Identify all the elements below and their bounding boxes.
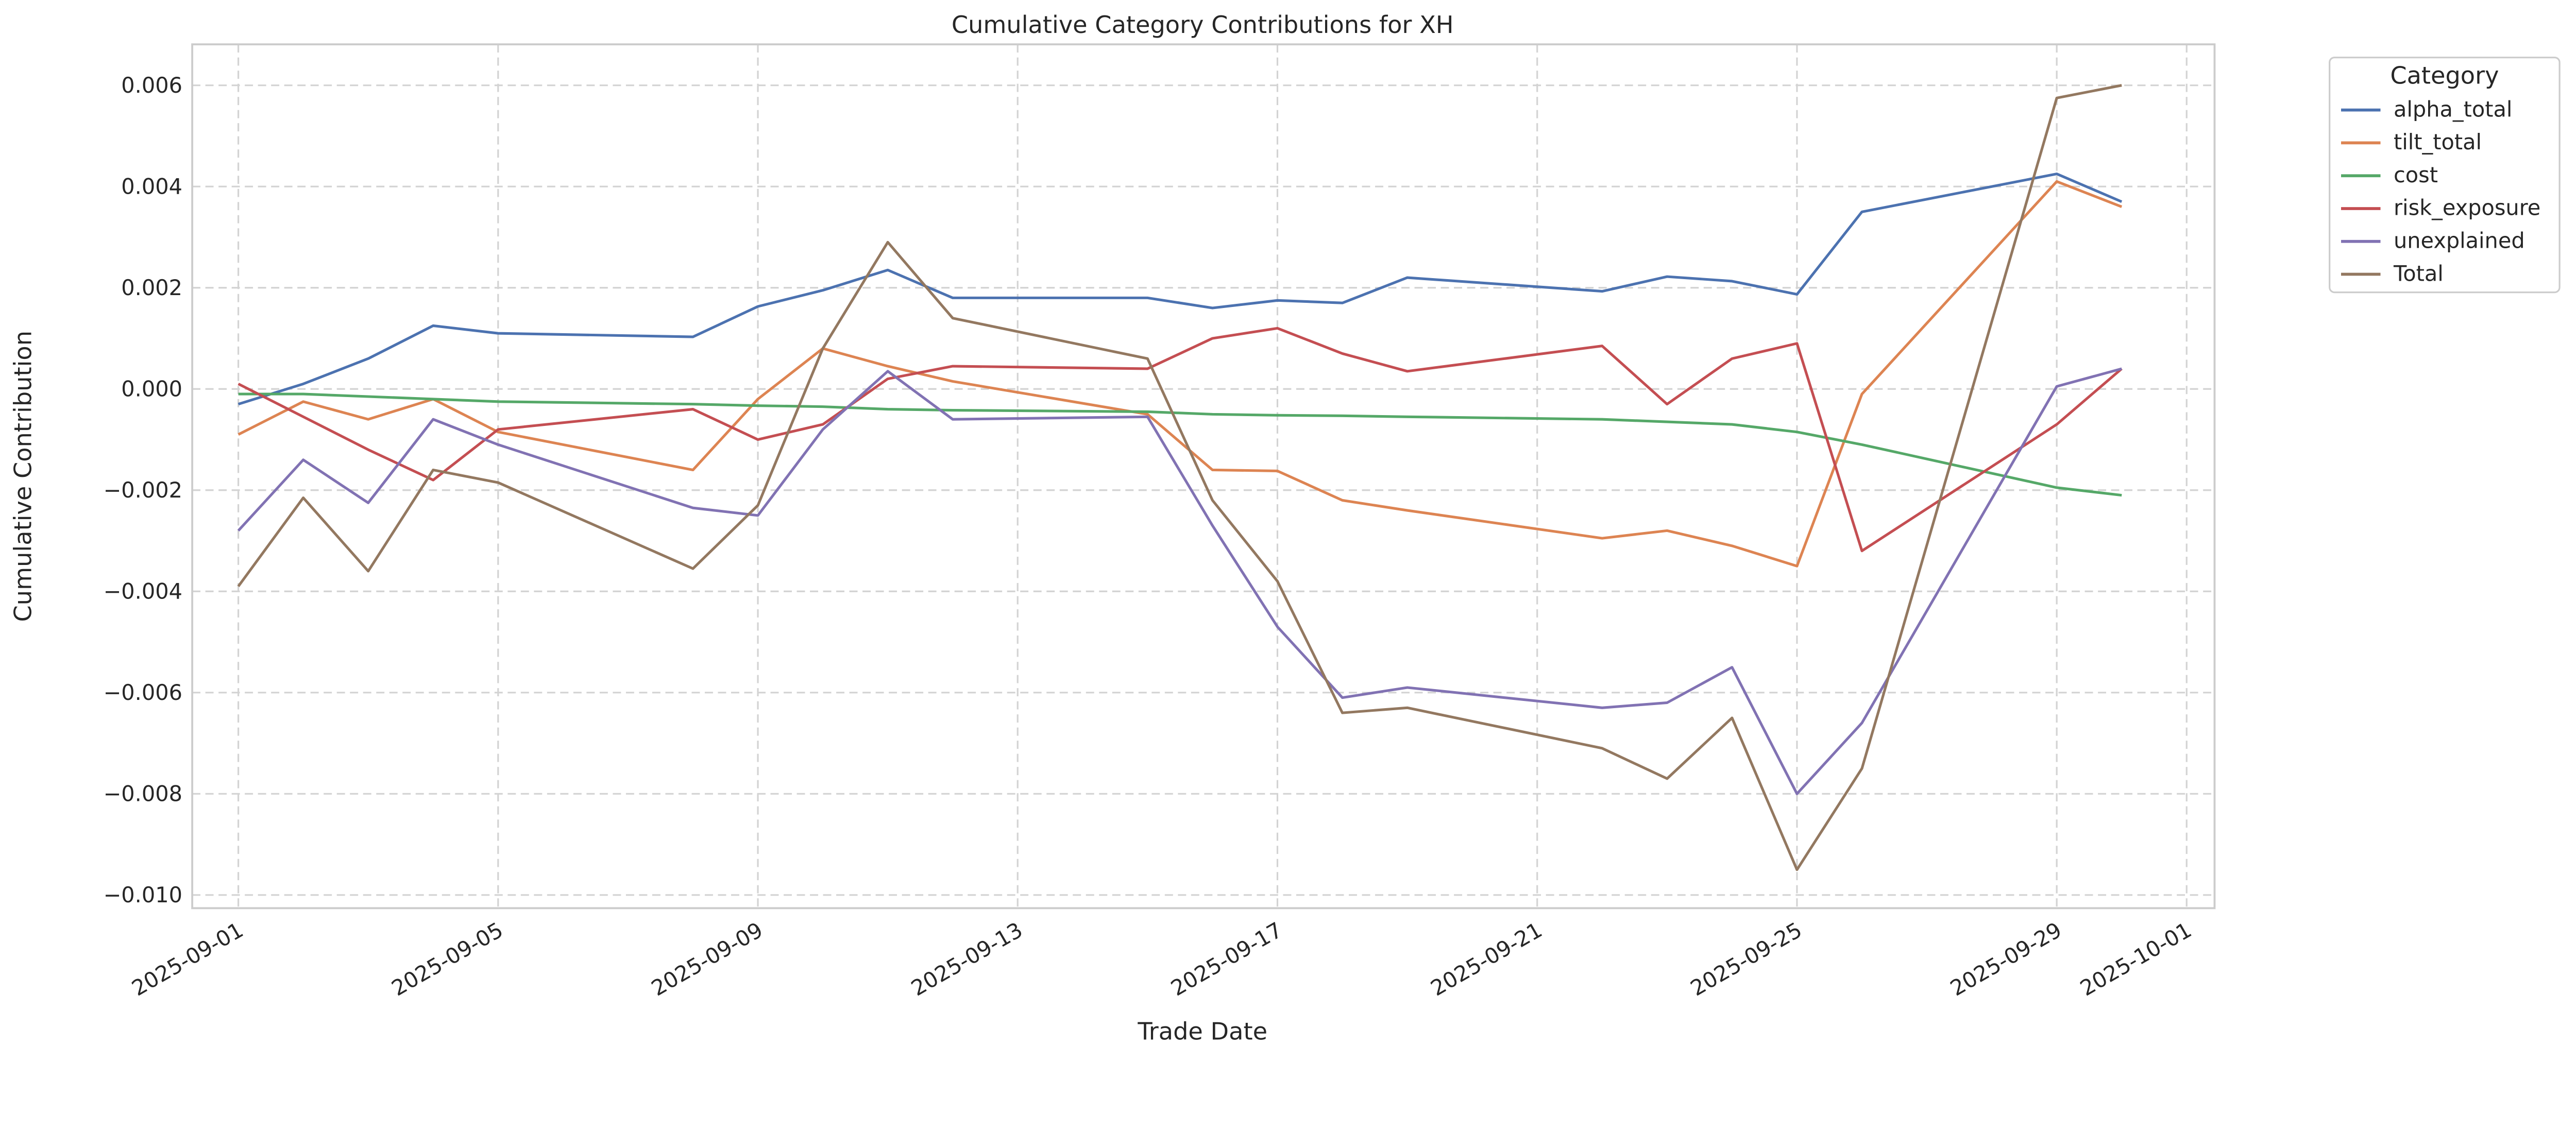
series-line-total [237, 84, 2122, 871]
chart-title: Cumulative Category Contributions for XH [952, 11, 1454, 39]
y-tick-label: −0.002 [104, 478, 182, 503]
x-tick-label: 2025-09-25 [1686, 917, 1806, 1001]
x-tick-label: 2025-09-13 [907, 917, 1027, 1001]
y-tick-label: 0.002 [121, 276, 182, 300]
x-tick-label: 2025-10-01 [2076, 917, 2196, 1001]
y-tick-label: 0.004 [121, 175, 182, 199]
y-tick-label: 0.000 [121, 377, 182, 402]
legend-entry: Total [2393, 261, 2444, 286]
y-tick-label: −0.010 [104, 883, 182, 907]
x-tick-label: 2025-09-21 [1427, 917, 1547, 1001]
grid [192, 44, 2215, 908]
legend-entry: cost [2394, 163, 2438, 187]
x-tick-label: 2025-09-29 [1946, 917, 2066, 1001]
line-chart: 2025-09-01 2025-09-05 2025-09-09 2025-09-13… [9, 11, 2561, 1045]
x-tick-label: 2025-09-05 [387, 917, 507, 1001]
series-line-risk-exposure [238, 327, 2123, 553]
series-line-cost [238, 392, 2122, 497]
series-lines [237, 84, 2123, 871]
legend-box [2329, 57, 2561, 294]
series-line-alpha-total [238, 173, 2123, 406]
legend-entry: alpha_total [2394, 97, 2512, 122]
x-axis-label: Trade Date [1137, 1017, 1267, 1045]
y-tick-label: 0.006 [121, 73, 182, 98]
legend-title: Category [2390, 62, 2499, 90]
x-tick-label: 2025-09-09 [647, 917, 767, 1001]
legend-entry: tilt_total [2394, 130, 2482, 155]
legend-entry: risk_exposure [2394, 196, 2540, 220]
series-line-unexplained [237, 367, 2122, 795]
y-tick-label: −0.008 [104, 782, 182, 807]
y-tick-label: −0.006 [104, 680, 182, 705]
x-tick-label: 2025-09-01 [128, 917, 248, 1001]
x-tick-label: 2025-09-17 [1167, 917, 1287, 1001]
plot-frame [191, 43, 2216, 910]
y-axis-label: Cumulative Contribution [9, 331, 37, 622]
y-tick-label: −0.004 [104, 579, 182, 604]
legend-entry: unexplained [2394, 229, 2525, 253]
series-line-tilt-total [238, 180, 2123, 568]
